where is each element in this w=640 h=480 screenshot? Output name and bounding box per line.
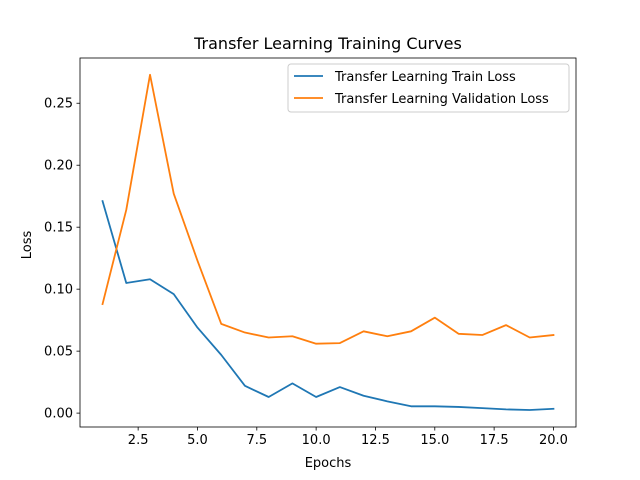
legend-label-1: Transfer Learning Train Loss bbox=[334, 70, 516, 85]
y-axis: 0.00 0.05 0.10 0.15 0.20 0.25 bbox=[44, 97, 80, 422]
x-tick-label: 7.5 bbox=[246, 433, 267, 448]
y-tick-label: 0.05 bbox=[44, 345, 73, 360]
legend-label-2: Transfer Learning Validation Loss bbox=[334, 92, 549, 107]
chart-title: Transfer Learning Training Curves bbox=[193, 34, 462, 53]
legend-box bbox=[287, 63, 570, 113]
y-tick-label: 0.15 bbox=[44, 221, 73, 236]
y-tick-label: 0.25 bbox=[44, 97, 73, 112]
x-tick-label: 2.5 bbox=[128, 433, 149, 448]
legend: Transfer Learning Train Loss Transfer Lea… bbox=[287, 63, 570, 113]
x-tick-label: 12.5 bbox=[361, 433, 390, 448]
series-line-2 bbox=[101, 73, 555, 345]
x-axis: 2.5 5.0 7.5 10.0 12.5 15.0 17.5 20.0 bbox=[128, 427, 568, 448]
x-tick-label: 10.0 bbox=[302, 433, 331, 448]
x-tick-label: 15.0 bbox=[420, 433, 449, 448]
y-tick-label: 0.20 bbox=[44, 159, 73, 174]
y-tick-label: 0.10 bbox=[44, 283, 73, 298]
series-lines bbox=[101, 73, 555, 411]
x-tick-label: 5.0 bbox=[187, 433, 208, 448]
x-axis-label: Epochs bbox=[305, 456, 352, 471]
x-tick-label: 20.0 bbox=[539, 433, 568, 448]
y-tick-label: 0.00 bbox=[44, 407, 73, 422]
y-axis-label: Loss bbox=[20, 231, 35, 260]
plot-frame bbox=[79, 57, 577, 428]
plot-area bbox=[79, 57, 577, 428]
series-line-1 bbox=[101, 200, 555, 411]
x-tick-label: 17.5 bbox=[480, 433, 509, 448]
